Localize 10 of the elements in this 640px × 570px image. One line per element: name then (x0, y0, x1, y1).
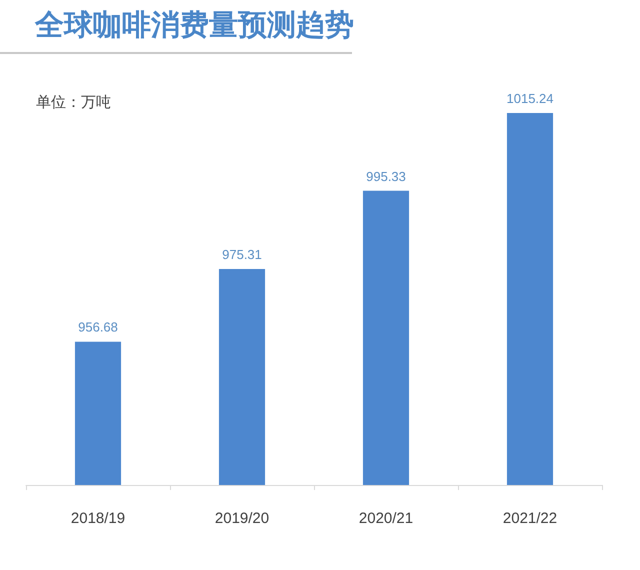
chart-title: 全球咖啡消费量预测趋势 (34, 10, 354, 42)
data-label: 995.33 (366, 168, 406, 184)
x-tick-label: 2018/19 (70, 510, 126, 527)
data-label: 956.68 (78, 320, 118, 335)
x-tick-label: 2021/22 (502, 510, 558, 527)
chart-subtitle: 单位：万吨 (36, 94, 111, 111)
x-tick-label: 2020/21 (358, 510, 414, 527)
data-label: 1015.24 (506, 91, 554, 106)
data-label: 975.31 (222, 246, 262, 262)
x-tick-label: 2019/20 (214, 510, 270, 527)
